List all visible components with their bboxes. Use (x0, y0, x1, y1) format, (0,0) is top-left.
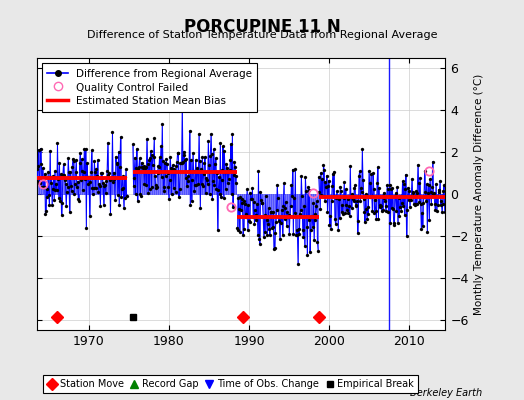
Text: Difference of Station Temperature Data from Regional Average: Difference of Station Temperature Data f… (87, 30, 437, 40)
Legend: Station Move, Record Gap, Time of Obs. Change, Empirical Break: Station Move, Record Gap, Time of Obs. C… (43, 375, 418, 393)
Legend: Difference from Regional Average, Quality Control Failed, Estimated Station Mean: Difference from Regional Average, Qualit… (42, 63, 257, 112)
Text: Berkeley Earth: Berkeley Earth (410, 388, 482, 398)
Text: PORCUPINE 11 N: PORCUPINE 11 N (183, 18, 341, 36)
Y-axis label: Monthly Temperature Anomaly Difference (°C): Monthly Temperature Anomaly Difference (… (474, 73, 484, 315)
